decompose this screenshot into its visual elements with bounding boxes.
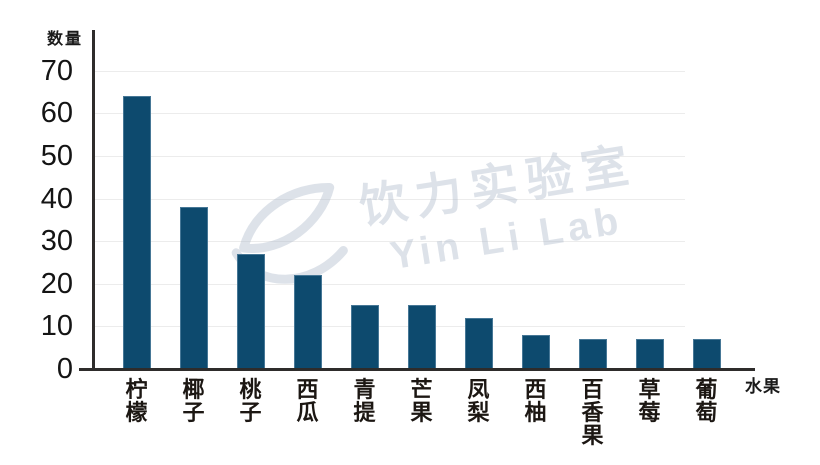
gridline-10	[94, 326, 685, 328]
y-tick-label-30: 30	[40, 225, 73, 258]
x-category-label-草莓: 草 莓	[638, 377, 661, 425]
x-category-label-葡萄: 葡 萄	[695, 377, 718, 425]
x-axis-line	[79, 368, 755, 371]
x-category-label-百香果: 百 香 果	[581, 377, 604, 448]
x-category-label-西瓜: 西 瓜	[296, 377, 319, 425]
x-category-label-桃子: 桃 子	[239, 377, 262, 425]
y-tick-label-70: 70	[40, 54, 73, 87]
y-tick-label-40: 40	[40, 182, 73, 215]
gridline-30	[94, 241, 685, 243]
x-category-label-芒果: 芒 果	[410, 377, 433, 425]
bar-柠檬	[122, 96, 151, 369]
x-category-label-青提: 青 提	[353, 377, 376, 425]
bar-桃子	[236, 253, 265, 369]
bar-芒果	[407, 305, 436, 369]
gridline-70	[94, 70, 685, 72]
y-tick-label-0: 0	[56, 353, 73, 385]
x-category-label-椰子: 椰 子	[182, 377, 205, 425]
y-tick-label-20: 20	[40, 267, 73, 300]
gridline-20	[94, 283, 685, 285]
bar-葡萄	[692, 339, 721, 369]
x-category-label-西柚: 西 柚	[524, 377, 547, 425]
bar-青提	[350, 305, 379, 369]
bar-西瓜	[293, 275, 322, 369]
gridline-60	[94, 113, 685, 115]
x-category-label-凤梨: 凤 梨	[467, 377, 490, 425]
y-tick-label-60: 60	[40, 97, 73, 130]
bar-百香果	[578, 339, 607, 369]
x-axis-title: 水果	[745, 377, 781, 396]
x-category-label-柠檬: 柠 檬	[125, 377, 148, 425]
bar-草莓	[635, 339, 664, 369]
bar-椰子	[179, 207, 208, 369]
y-axis-title: 数量	[47, 31, 84, 48]
bar-西柚	[521, 334, 550, 369]
y-tick-label-50: 50	[40, 140, 73, 172]
y-axis-line	[92, 30, 95, 371]
gridline-40	[94, 198, 685, 200]
bar-凤梨	[464, 317, 493, 369]
gridline-50	[94, 156, 685, 157]
y-tick-label-10: 10	[40, 310, 73, 343]
